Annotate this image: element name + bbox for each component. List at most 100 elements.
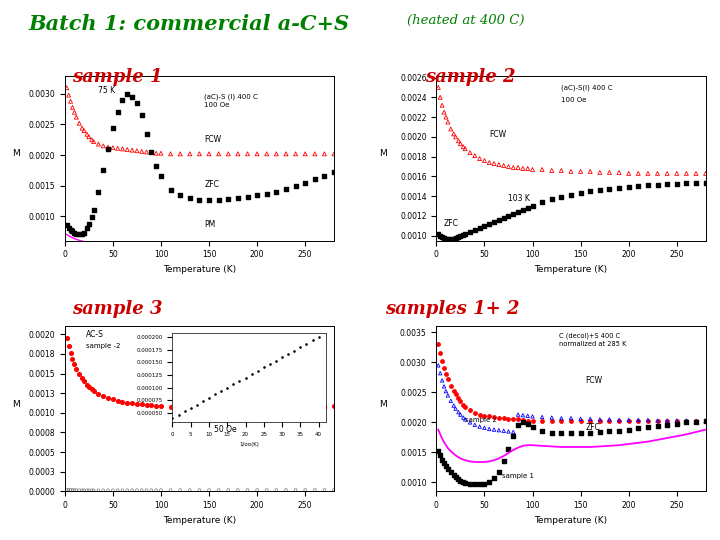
Point (484, 424, 495, 433)
Point (131, 146, 143, 155)
Point (102, 394, 114, 402)
Point (145, 148, 157, 157)
Point (122, 90, 133, 98)
Point (68, 228, 80, 237)
Point (76, 230, 88, 238)
Point (453, 232, 464, 241)
Point (122, 399, 133, 407)
X-axis label: Temperature (K): Temperature (K) (163, 265, 236, 274)
Point (445, 234, 456, 243)
Point (445, 396, 456, 405)
Text: FCW: FCW (204, 134, 221, 144)
Point (290, 485, 302, 494)
Point (102, 486, 114, 495)
Point (165, 150, 176, 158)
Point (503, 212, 514, 220)
Point (242, 403, 253, 411)
Point (488, 474, 500, 483)
Point (65, 349, 76, 357)
Point (450, 233, 462, 242)
Point (585, 417, 596, 426)
Point (232, 403, 243, 411)
Point (633, 417, 644, 426)
Point (642, 416, 654, 424)
Point (450, 132, 462, 141)
Point (73, 369, 85, 378)
Text: 50 Oe: 50 Oe (214, 426, 236, 435)
Point (86, 136, 97, 144)
Point (122, 145, 133, 154)
Point (450, 404, 462, 413)
Point (174, 486, 186, 495)
Point (81, 380, 93, 389)
Text: sample 2: sample 2 (465, 417, 497, 423)
Point (652, 417, 663, 426)
Point (546, 417, 557, 426)
Text: PM: PM (204, 220, 215, 229)
Point (464, 418, 476, 427)
Point (454, 410, 466, 419)
Point (442, 375, 454, 383)
Text: FCW: FCW (490, 130, 506, 139)
Text: 100 Oe: 100 Oe (562, 97, 587, 103)
Point (83, 132, 94, 141)
Point (498, 213, 510, 222)
Point (63, 342, 74, 350)
Point (271, 403, 282, 411)
Point (434, 369, 446, 377)
Point (623, 416, 634, 424)
Point (73, 486, 85, 495)
Point (594, 428, 606, 436)
Text: sample -2: sample -2 (86, 342, 120, 349)
Point (575, 415, 586, 423)
Point (700, 417, 711, 426)
Text: C (decol)+S 400 C: C (decol)+S 400 C (559, 332, 621, 339)
Point (469, 409, 480, 418)
Point (459, 403, 471, 411)
Point (67, 485, 78, 494)
Text: (aC)-S(I) 400 C: (aC)-S(I) 400 C (562, 84, 613, 91)
Point (484, 412, 495, 421)
Point (513, 415, 524, 424)
Point (623, 417, 634, 426)
Y-axis label: M: M (379, 149, 387, 158)
Point (83, 220, 94, 228)
Text: AC-S: AC-S (86, 330, 104, 340)
Point (232, 150, 243, 158)
Point (508, 431, 519, 440)
Point (126, 486, 138, 495)
Point (251, 191, 263, 200)
Point (575, 429, 586, 437)
Point (107, 123, 119, 132)
Point (67, 355, 78, 364)
Point (261, 485, 272, 494)
Point (261, 150, 272, 158)
Point (652, 416, 663, 425)
Point (454, 139, 466, 148)
Point (585, 415, 596, 423)
Point (112, 108, 123, 117)
Point (565, 417, 577, 426)
Point (150, 149, 162, 158)
Text: samples 1+ 2: samples 1+ 2 (385, 300, 520, 318)
X-axis label: Temperature (K): Temperature (K) (163, 516, 236, 525)
Point (242, 150, 253, 158)
Point (136, 111, 148, 120)
Point (280, 150, 292, 158)
Point (508, 428, 519, 436)
Point (184, 150, 196, 158)
Y-axis label: M: M (379, 400, 387, 409)
Point (88, 206, 99, 214)
Point (440, 234, 451, 243)
Point (141, 486, 153, 495)
Point (280, 485, 292, 494)
Point (623, 183, 634, 192)
Point (126, 146, 138, 154)
Point (309, 485, 320, 494)
Point (488, 413, 500, 421)
Point (232, 194, 243, 202)
Point (671, 416, 683, 425)
Point (522, 204, 534, 212)
Text: ZFC: ZFC (444, 219, 459, 228)
Point (136, 486, 148, 495)
